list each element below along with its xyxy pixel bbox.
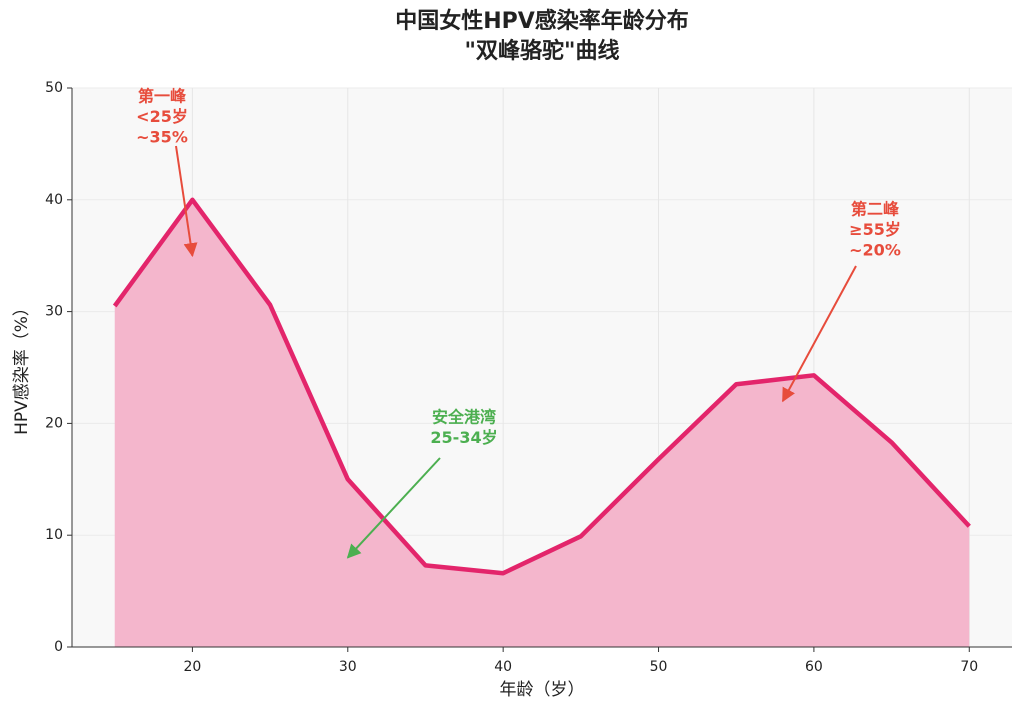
annotation-text: ~20% bbox=[849, 241, 901, 260]
annotation-text: 第二峰 bbox=[851, 200, 900, 219]
chart-title: "双峰骆驼"曲线 bbox=[465, 38, 620, 64]
y-tick-label: 30 bbox=[45, 304, 63, 320]
x-tick-label: 50 bbox=[650, 659, 668, 675]
y-tick-label: 10 bbox=[45, 527, 63, 543]
annotation-arrow bbox=[781, 265, 857, 403]
annotation-text: 安全港湾 bbox=[432, 408, 496, 427]
x-tick-label: 70 bbox=[960, 659, 978, 675]
line bbox=[112, 197, 971, 576]
annotation-arrow bbox=[346, 457, 441, 559]
x-tick-label: 30 bbox=[339, 659, 357, 675]
annotation-text: ~35% bbox=[136, 128, 188, 147]
annotation-text: 25-34岁 bbox=[430, 428, 497, 447]
y-axis-label: HPV感染率（%） bbox=[12, 299, 32, 435]
y-tick-label: 20 bbox=[45, 415, 63, 431]
annotation-text: 第一峰 bbox=[138, 87, 187, 106]
x-tick-label: 20 bbox=[183, 659, 201, 675]
annotation-text: <25岁 bbox=[136, 107, 188, 126]
annotation-arrow bbox=[175, 145, 198, 258]
x-tick-label: 60 bbox=[805, 659, 823, 675]
x-axis-label: 年龄（岁） bbox=[500, 680, 585, 700]
y-tick-label: 0 bbox=[54, 639, 63, 655]
y-tick-label: 40 bbox=[45, 192, 63, 208]
chart-title: 中国女性HPV感染率年龄分布 bbox=[395, 8, 689, 34]
annotation-text: ≥55岁 bbox=[849, 220, 901, 239]
x-tick-label: 40 bbox=[494, 659, 512, 675]
y-tick-label: 50 bbox=[45, 80, 63, 96]
area bbox=[114, 199, 970, 648]
